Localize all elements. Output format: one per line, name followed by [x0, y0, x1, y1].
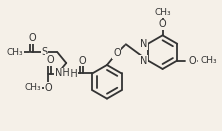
Text: O: O: [45, 83, 52, 93]
Text: O: O: [113, 48, 121, 58]
Text: O: O: [78, 56, 86, 66]
Text: NH: NH: [63, 69, 77, 79]
Text: O: O: [28, 33, 36, 43]
Text: CH₃: CH₃: [24, 83, 41, 92]
Text: S: S: [41, 47, 48, 57]
Text: O: O: [46, 55, 54, 65]
Text: CH₃: CH₃: [154, 8, 171, 17]
Text: N: N: [140, 39, 147, 49]
Text: N: N: [140, 56, 147, 66]
Text: CH₃: CH₃: [200, 56, 217, 65]
Text: O: O: [159, 19, 166, 29]
Text: NH: NH: [55, 68, 69, 78]
Text: CH₃: CH₃: [6, 48, 23, 57]
Text: O: O: [188, 56, 196, 66]
